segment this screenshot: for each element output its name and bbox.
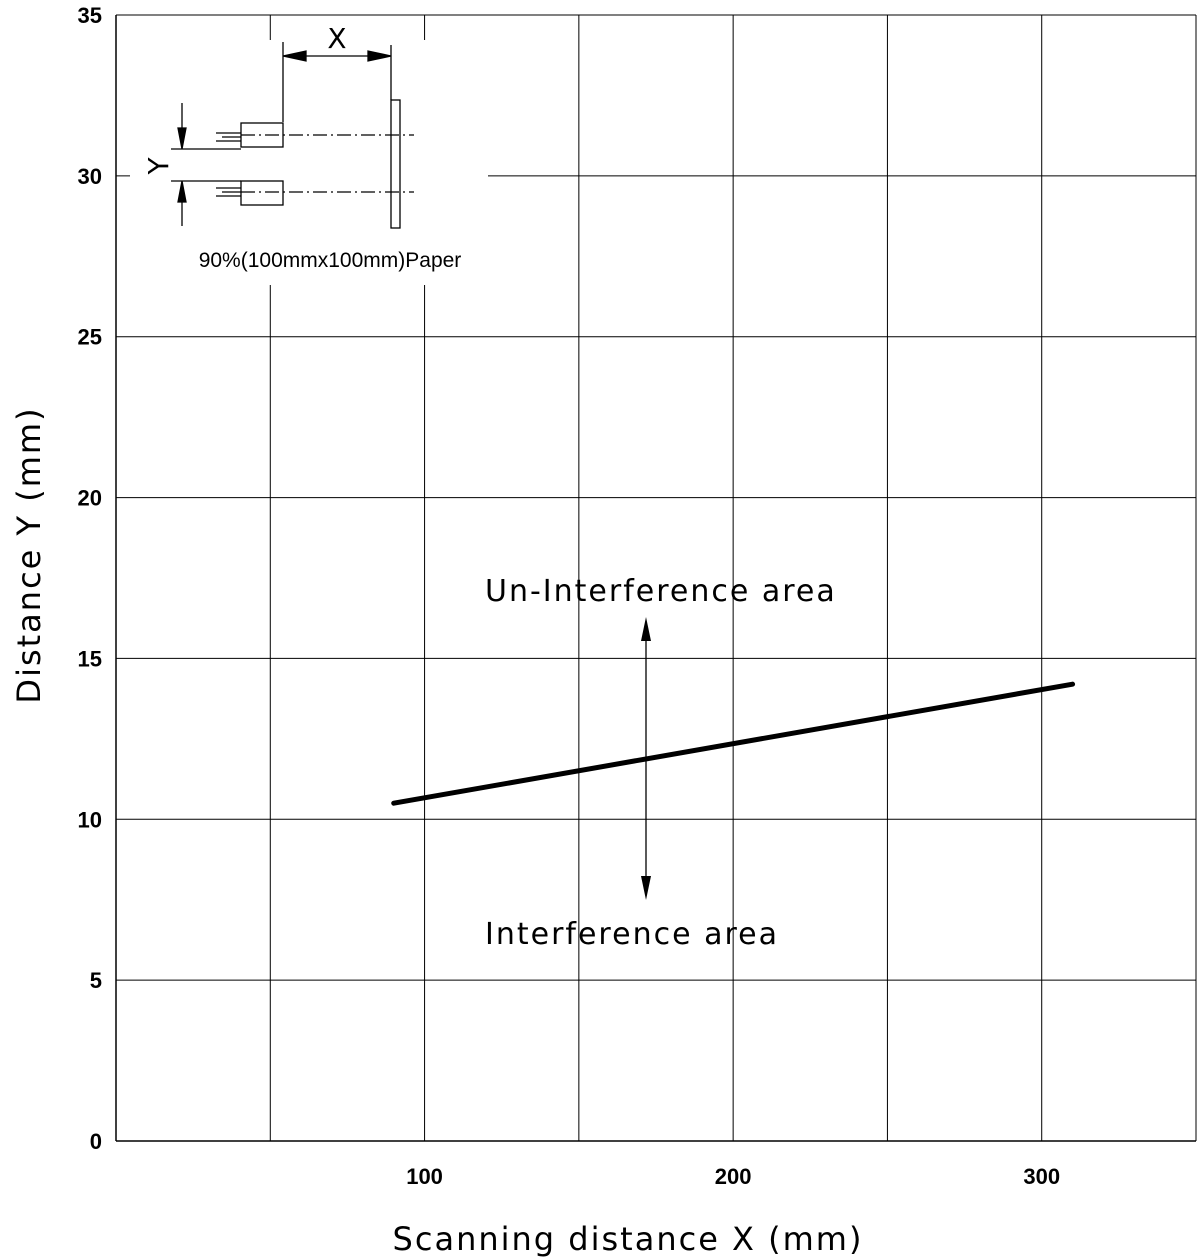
y-tick-label-10: 10 bbox=[78, 807, 102, 832]
y-tick-label-25: 25 bbox=[78, 325, 102, 350]
inset-y-label: Y bbox=[142, 157, 175, 176]
inset-backdrop bbox=[130, 40, 488, 285]
inset-x-arrow-right bbox=[367, 50, 392, 62]
series-group bbox=[391, 681, 1076, 806]
inset-y-arrow-upper bbox=[177, 127, 187, 150]
x-tick-label-100: 100 bbox=[406, 1164, 443, 1189]
y-axis-title: Distance Y (mm) bbox=[10, 406, 48, 703]
y-tick-label-30: 30 bbox=[78, 164, 102, 189]
inset-paper bbox=[390, 99, 401, 229]
lower-region-label: Interference area bbox=[485, 917, 779, 952]
tick-labels: 0 5 10 15 20 25 30 35 100 200 300 bbox=[78, 3, 1061, 1189]
inset-y-arrow-lower bbox=[177, 180, 187, 203]
inset-x-label: X bbox=[327, 22, 346, 55]
y-tick-label-20: 20 bbox=[78, 486, 102, 511]
y-tick-label-5: 5 bbox=[90, 968, 102, 993]
inset-x-arrow-left bbox=[282, 50, 307, 62]
y-tick-label-15: 15 bbox=[78, 646, 102, 671]
series-line-0 bbox=[391, 681, 1076, 806]
inset-caption: 90%(100mmx100mm)Paper bbox=[199, 249, 462, 272]
x-tick-label-300: 300 bbox=[1023, 1164, 1060, 1189]
y-tick-label-35: 35 bbox=[78, 3, 102, 28]
x-tick-label-200: 200 bbox=[715, 1164, 752, 1189]
inset-diagram bbox=[171, 42, 414, 229]
y-tick-label-0: 0 bbox=[90, 1129, 102, 1154]
grid bbox=[116, 14, 1197, 1141]
upper-region-label: Un-Interference area bbox=[485, 574, 837, 609]
x-axis-title: Scanning distance X (mm) bbox=[393, 1220, 864, 1258]
inset-sensor-lower bbox=[240, 180, 284, 206]
